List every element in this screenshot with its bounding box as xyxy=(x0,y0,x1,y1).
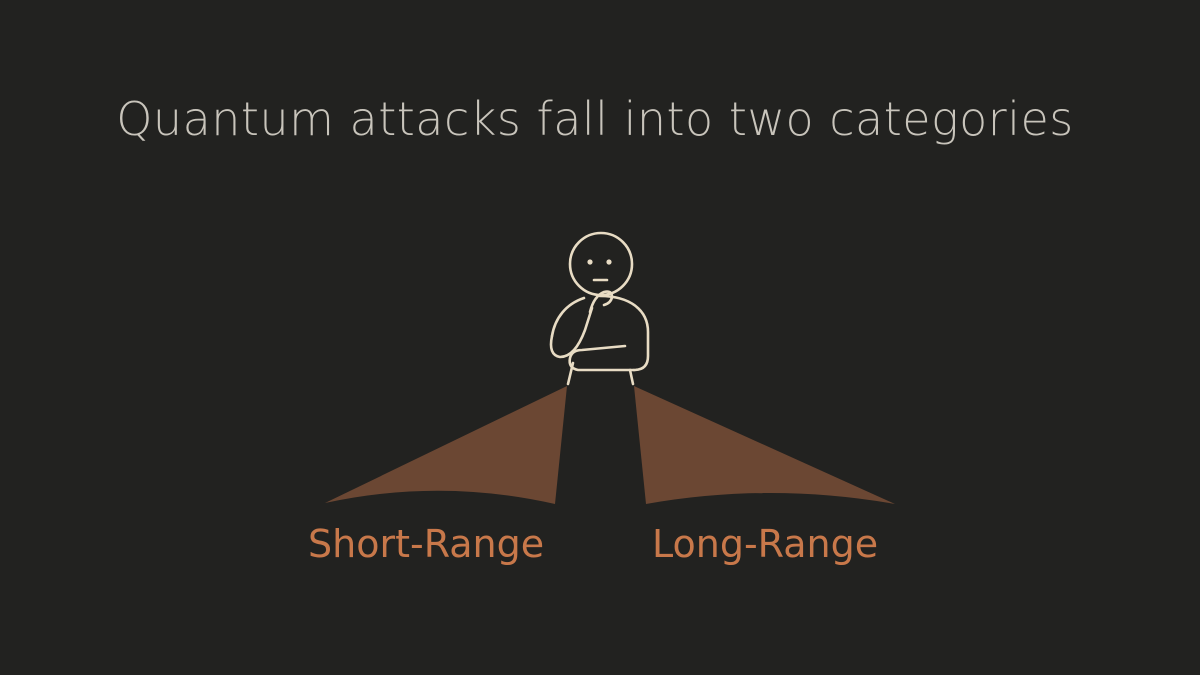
short-range-path xyxy=(325,386,567,504)
short-range-label: Short-Range xyxy=(308,522,545,566)
long-range-label: Long-Range xyxy=(652,522,879,566)
slide-title: Quantum attacks fall into two categories xyxy=(116,92,1074,146)
thinking-person-icon xyxy=(549,231,650,386)
long-range-path xyxy=(634,386,895,504)
